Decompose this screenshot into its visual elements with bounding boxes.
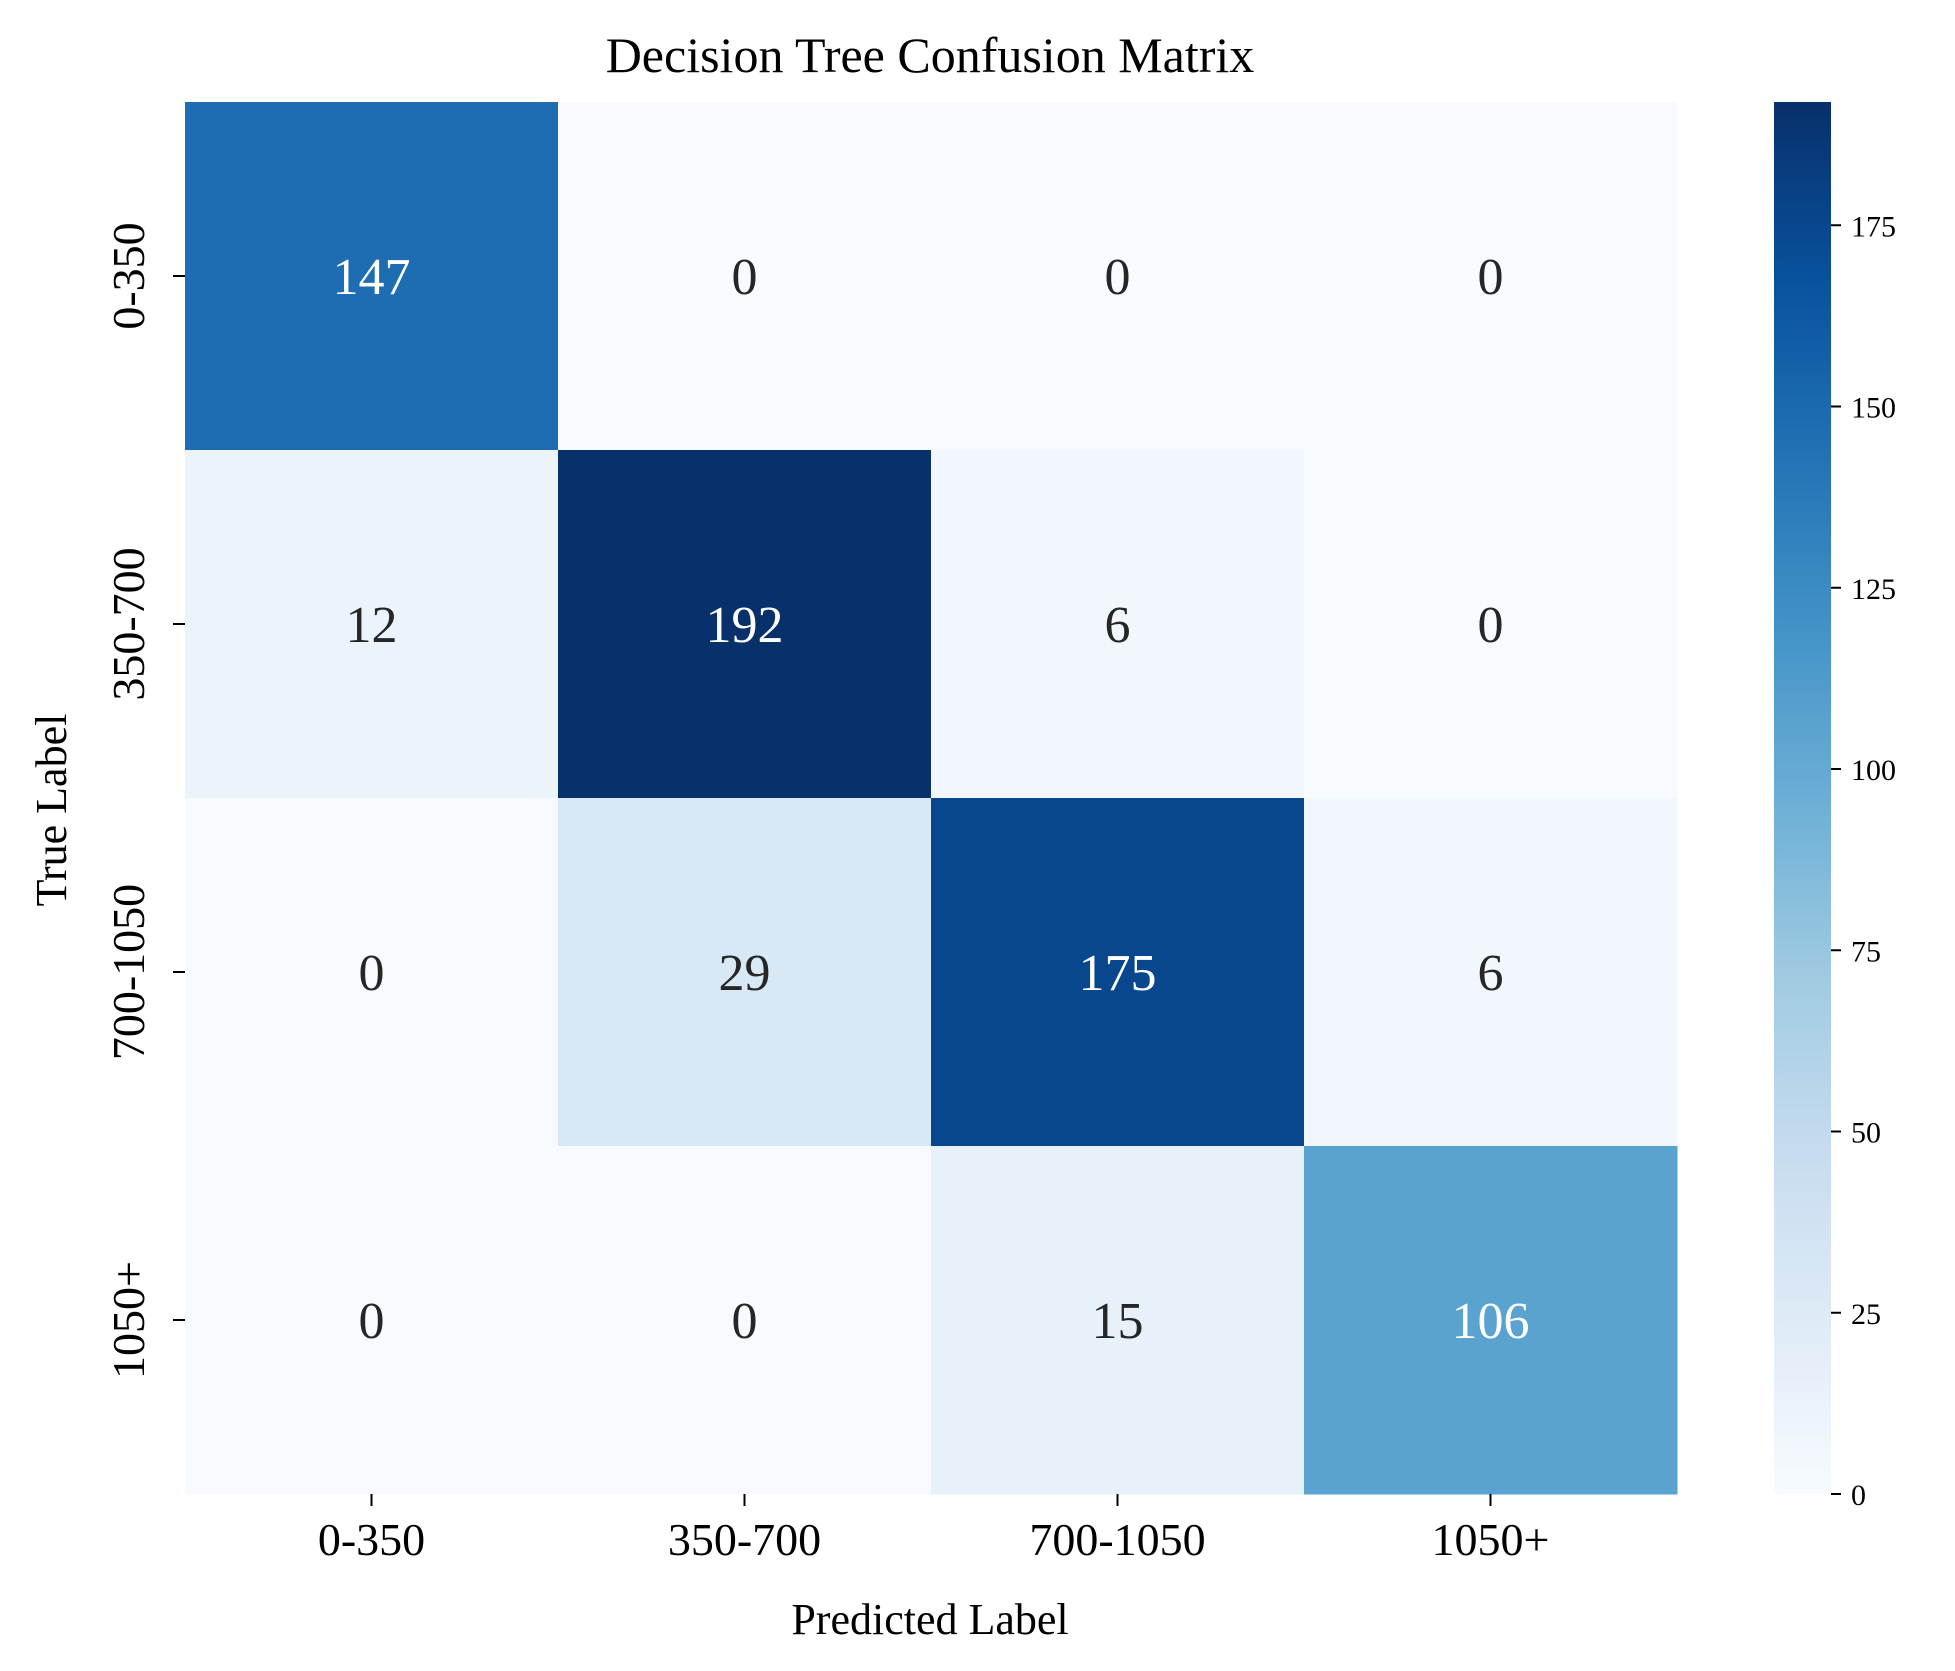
cell-value-label: 106 — [1452, 1293, 1530, 1350]
colorbar-tick-label: 100 — [1851, 754, 1896, 787]
colorbar-ticks: 0 25 50 75 100 125 150 175 — [1831, 210, 1896, 1512]
heatmap-cell — [931, 450, 1305, 799]
cell-value-label: 192 — [706, 597, 784, 654]
colorbar — [1774, 102, 1831, 1494]
colorbar-tick-label: 175 — [1851, 210, 1896, 243]
heatmap-cell — [558, 1146, 932, 1495]
heatmap-cell — [185, 798, 559, 1147]
cell-value-label: 0 — [1478, 249, 1504, 306]
heatmap-cell — [931, 798, 1305, 1147]
heatmap-cell — [1304, 450, 1678, 799]
heatmap-cell — [931, 1146, 1305, 1495]
cell-value-label: 175 — [1079, 945, 1157, 1002]
y-tick-label: 350-700 — [103, 547, 154, 700]
cell-value-label: 147 — [333, 249, 411, 306]
colorbar-tick-label: 25 — [1851, 1298, 1881, 1331]
colorbar-gradient — [1774, 102, 1831, 1494]
heatmap-cell — [558, 102, 932, 451]
x-tick-label: 1050+ — [1432, 1514, 1550, 1565]
y-tick-label: 700-1050 — [103, 884, 154, 1060]
y-axis-label: True Label — [27, 714, 76, 907]
colorbar-tick-label: 50 — [1851, 1117, 1881, 1150]
heatmap-cell-labels: 147 0 0 0 12 192 6 0 0 29 175 6 0 0 15 106 — [333, 249, 1530, 1350]
heatmap-cell — [931, 102, 1305, 451]
chart-title: Decision Tree Confusion Matrix — [606, 27, 1255, 83]
cell-value-label: 0 — [1478, 597, 1504, 654]
cell-value-label: 6 — [1478, 945, 1504, 1002]
cell-value-label: 0 — [359, 1293, 385, 1350]
heatmap-cell — [185, 102, 559, 451]
heatmap-cell — [1304, 102, 1678, 451]
x-tick-label: 700-1050 — [1029, 1514, 1205, 1565]
cell-value-label: 0 — [1105, 249, 1131, 306]
heatmap-cell — [185, 450, 559, 799]
heatmap-cell — [1304, 798, 1678, 1147]
cell-value-label: 0 — [732, 1293, 758, 1350]
cell-value-label: 6 — [1105, 597, 1131, 654]
heatmap-cell — [558, 798, 932, 1147]
cell-value-label: 29 — [719, 945, 771, 1002]
heatmap-cell — [185, 1146, 559, 1495]
heatmap-cell — [1304, 1146, 1678, 1495]
x-axis-label: Predicted Label — [791, 1595, 1068, 1644]
colorbar-tick-label: 75 — [1851, 935, 1881, 968]
x-tick-label: 350-700 — [668, 1514, 821, 1565]
cell-value-label: 12 — [346, 597, 398, 654]
heatmap-cell — [558, 450, 932, 799]
cell-value-label: 15 — [1092, 1293, 1144, 1350]
colorbar-tick-label: 0 — [1851, 1479, 1866, 1512]
y-tick-label: 0-350 — [103, 222, 154, 329]
y-axis: 0-350 350-700 700-1050 1050+ — [103, 222, 185, 1379]
x-axis: 0-350 350-700 700-1050 1050+ — [318, 1494, 1550, 1565]
x-tick-label: 0-350 — [318, 1514, 425, 1565]
heatmap-cells — [185, 102, 1678, 1495]
y-tick-label: 1050+ — [103, 1261, 154, 1379]
cell-value-label: 0 — [732, 249, 758, 306]
cell-value-label: 0 — [359, 945, 385, 1002]
colorbar-tick-label: 125 — [1851, 573, 1896, 606]
colorbar-tick-label: 150 — [1851, 392, 1896, 425]
